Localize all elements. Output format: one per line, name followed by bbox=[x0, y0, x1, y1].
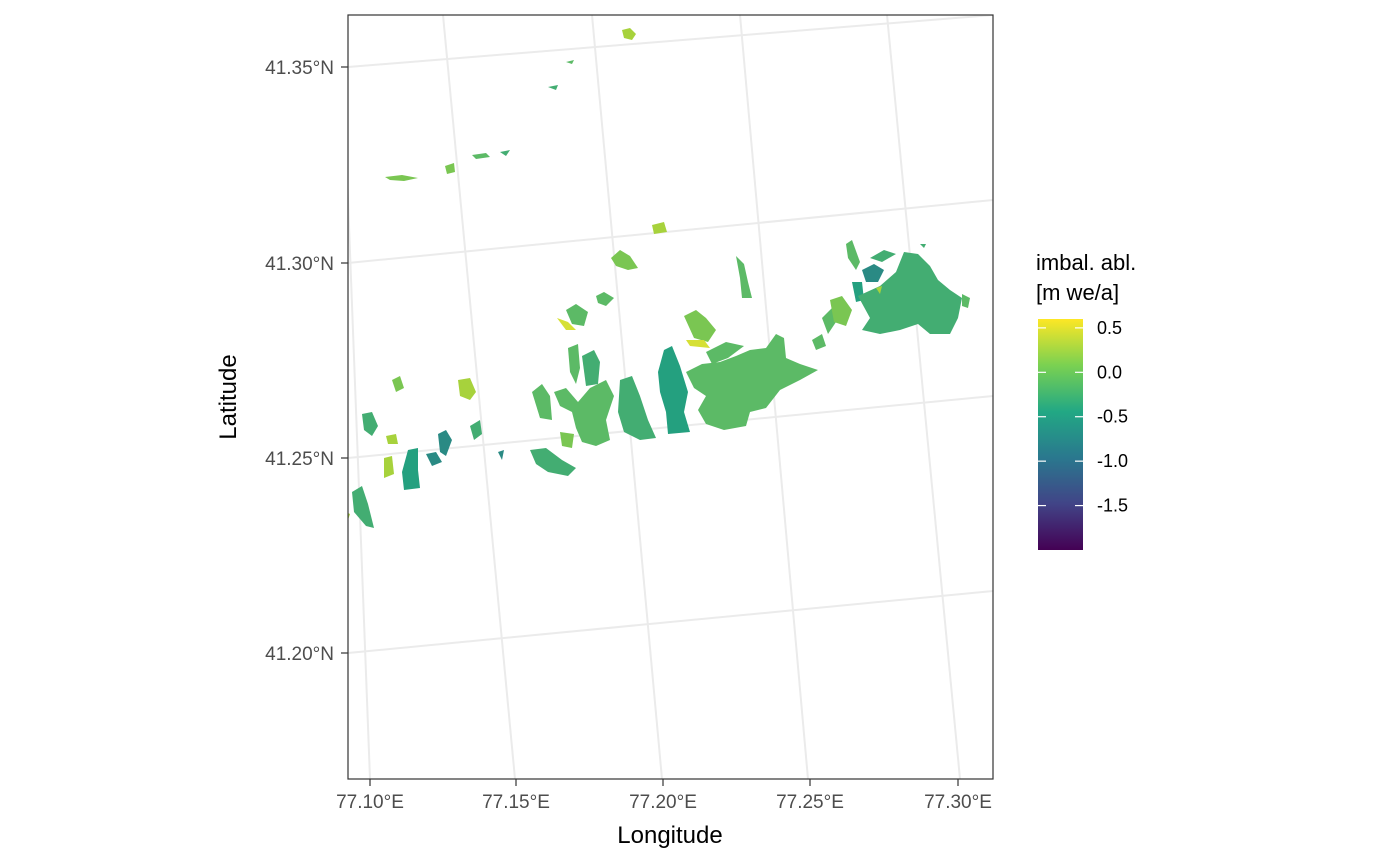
glacier-outline bbox=[858, 252, 962, 334]
glacier-outline bbox=[582, 350, 600, 386]
glacier-outline bbox=[566, 304, 588, 326]
glacier-outline bbox=[862, 264, 884, 282]
glacier-outline bbox=[611, 250, 638, 270]
glacier-outline bbox=[426, 452, 442, 466]
legend-tick-label: 0.5 bbox=[1097, 318, 1122, 338]
glacier-outline bbox=[920, 244, 926, 248]
glacier-outline bbox=[658, 346, 690, 434]
glacier-outline bbox=[472, 153, 490, 159]
x-tick-label: 77.30°E bbox=[924, 792, 992, 813]
y-axis-title: Latitude bbox=[215, 354, 242, 439]
legend-tick-label: -1.0 bbox=[1097, 451, 1128, 471]
glacier-outline bbox=[384, 456, 394, 478]
y-axis: 41.35°N 41.30°N 41.25°N 41.20°N bbox=[265, 58, 348, 665]
panel-border bbox=[347, 14, 994, 780]
glacier-outline bbox=[686, 334, 818, 430]
glacier-outline bbox=[652, 222, 667, 234]
glaciers bbox=[348, 28, 970, 528]
parallel-41-30 bbox=[348, 199, 993, 264]
glacier-outline bbox=[618, 376, 656, 440]
glacier-outline bbox=[566, 60, 574, 64]
glacier-outline bbox=[445, 163, 455, 174]
legend-tick-label: -0.5 bbox=[1097, 407, 1128, 427]
glacier-outline bbox=[386, 434, 398, 444]
glacier-outline bbox=[684, 310, 716, 342]
x-tick-label: 77.10°E bbox=[336, 792, 404, 813]
glacier-outline bbox=[458, 378, 476, 400]
glacier-outline bbox=[876, 286, 882, 294]
legend-tick-label: 0.0 bbox=[1097, 362, 1122, 382]
x-tick-label: 77.25°E bbox=[776, 792, 844, 813]
glacier-outline bbox=[736, 256, 752, 298]
glacier-outline bbox=[822, 308, 836, 334]
glacier-outline bbox=[498, 450, 504, 460]
legend-title-line2: [m we/a] bbox=[1036, 280, 1119, 305]
glacier-outline bbox=[686, 340, 710, 348]
glacier-outline bbox=[548, 85, 558, 90]
y-tick-label: 41.30°N bbox=[265, 254, 334, 275]
x-axis: 77.10°E 77.15°E 77.20°E 77.25°E 77.30°E bbox=[336, 779, 992, 813]
glacier-outline bbox=[706, 342, 744, 364]
glacier-outline bbox=[532, 384, 552, 420]
meridian-77-15 bbox=[442, 15, 516, 779]
glacier-outline bbox=[554, 380, 614, 446]
meridian-77-30 bbox=[886, 15, 961, 779]
glacier-outline bbox=[500, 150, 510, 156]
glacier-outline bbox=[385, 175, 418, 181]
parallel-41-20 bbox=[348, 590, 993, 654]
x-axis-title: Longitude bbox=[617, 822, 722, 849]
legend-tick-label: -1.5 bbox=[1097, 496, 1128, 516]
glacier-outline bbox=[557, 318, 576, 330]
glacier-outline bbox=[392, 376, 404, 392]
glacier-outline bbox=[530, 448, 576, 476]
glacier-outline bbox=[352, 486, 374, 528]
parallel-41-35 bbox=[348, 15, 993, 68]
colorbar-legend: imbal. abl. [m we/a] 0.5 0.0 -0.5 -1.0 -1.5 bbox=[1036, 250, 1136, 550]
glacier-outline bbox=[470, 420, 482, 440]
colorbar bbox=[1038, 319, 1083, 550]
y-tick-label: 41.20°N bbox=[265, 644, 334, 665]
glacier-outline bbox=[622, 28, 636, 40]
glacier-outline bbox=[362, 412, 378, 436]
glacier-outline bbox=[596, 292, 614, 306]
glacier-outline bbox=[846, 240, 860, 270]
glacier-outline bbox=[812, 334, 826, 350]
glacier-outline bbox=[568, 344, 580, 384]
y-tick-label: 41.25°N bbox=[265, 449, 334, 470]
legend-ticks: 0.5 0.0 -0.5 -1.0 -1.5 bbox=[1038, 318, 1128, 516]
y-tick-label: 41.35°N bbox=[265, 58, 334, 79]
glacier-outline bbox=[870, 250, 896, 262]
x-tick-label: 77.15°E bbox=[482, 792, 550, 813]
glacier-outline bbox=[560, 432, 574, 448]
glacier-outline bbox=[830, 296, 852, 326]
glacier-outline bbox=[402, 448, 420, 490]
glacier-outline bbox=[962, 294, 970, 308]
legend-title-line1: imbal. abl. bbox=[1036, 250, 1136, 275]
glacier-outline bbox=[438, 430, 452, 456]
x-tick-label: 77.20°E bbox=[629, 792, 697, 813]
